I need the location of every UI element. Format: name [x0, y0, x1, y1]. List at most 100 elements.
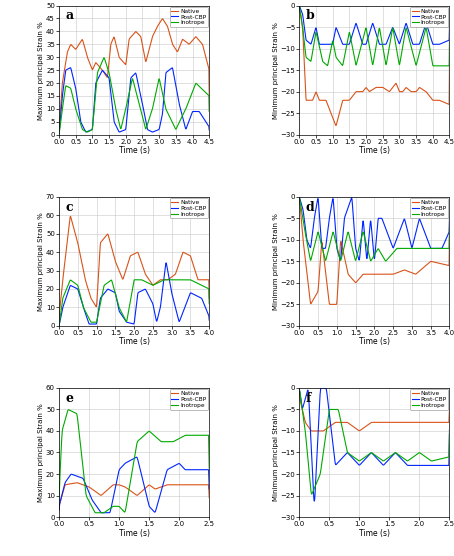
Line: Post-CBP: Post-CBP	[299, 388, 449, 501]
Native	[384, 271, 390, 277]
Inotrope	[313, 30, 318, 37]
Post-CBP	[306, 240, 311, 247]
Post-CBP	[163, 70, 169, 76]
Inotrope	[447, 426, 452, 433]
Native	[95, 62, 101, 68]
Post-CBP	[426, 240, 431, 247]
Inotrope	[306, 247, 311, 254]
Native	[169, 40, 175, 47]
Inotrope	[447, 38, 452, 45]
X-axis label: Time (s): Time (s)	[118, 146, 150, 155]
Post-CBP	[143, 287, 149, 294]
Native	[160, 16, 165, 22]
Inotrope	[309, 491, 315, 498]
Line: Native: Native	[59, 483, 209, 510]
Legend: Native, Post-CBP, Inotrope: Native, Post-CBP, Inotrope	[169, 198, 208, 219]
Post-CBP	[128, 457, 133, 464]
Text: f: f	[305, 392, 311, 405]
Inotrope	[73, 105, 78, 111]
Native	[447, 62, 452, 68]
Native	[420, 419, 425, 426]
Post-CBP	[146, 502, 152, 509]
Inotrope	[144, 279, 149, 285]
Post-CBP	[318, 385, 324, 391]
Native	[207, 92, 212, 99]
Post-CBP	[163, 260, 169, 266]
Text: d: d	[305, 201, 314, 214]
Inotrope	[152, 281, 158, 287]
Post-CBP	[170, 295, 176, 302]
Post-CBP	[426, 29, 432, 36]
Inotrope	[369, 449, 375, 456]
Native	[361, 87, 366, 94]
Post-CBP	[447, 23, 452, 29]
Post-CBP	[56, 322, 62, 329]
Native	[444, 419, 449, 426]
Inotrope	[56, 497, 62, 504]
Post-CBP	[296, 386, 302, 393]
Native	[296, 3, 302, 9]
Line: Native: Native	[299, 198, 449, 304]
Line: Post-CBP: Post-CBP	[59, 68, 209, 133]
Native	[426, 92, 432, 99]
Post-CBP	[336, 31, 341, 37]
Post-CBP	[138, 469, 143, 476]
Inotrope	[101, 54, 107, 61]
Post-CBP	[134, 454, 139, 460]
Post-CBP	[447, 214, 452, 221]
Y-axis label: Maximum principal Strain %: Maximum principal Strain %	[39, 21, 44, 120]
Line: Post-CBP: Post-CBP	[59, 457, 209, 513]
Native	[309, 428, 315, 434]
Inotrope	[426, 40, 432, 47]
Native	[180, 481, 185, 488]
Inotrope	[411, 245, 416, 252]
Inotrope	[430, 62, 436, 69]
Inotrope	[93, 509, 99, 516]
Native	[313, 89, 318, 96]
Line: Inotrope: Inotrope	[299, 389, 449, 494]
Native	[306, 284, 311, 290]
Line: Native: Native	[299, 6, 449, 126]
Legend: Native, Post-CBP, Inotrope: Native, Post-CBP, Inotrope	[410, 389, 448, 410]
Inotrope	[368, 450, 374, 456]
Inotrope	[336, 57, 341, 63]
Inotrope	[444, 454, 449, 461]
Inotrope	[378, 456, 384, 463]
Post-CBP	[404, 21, 409, 27]
Post-CBP	[121, 127, 126, 134]
Line: Native: Native	[59, 19, 209, 130]
Native	[170, 272, 176, 279]
Inotrope	[95, 68, 101, 75]
Native	[148, 278, 153, 285]
Inotrope	[138, 435, 143, 441]
Native	[426, 260, 431, 266]
Inotrope	[146, 428, 152, 435]
X-axis label: Time (s): Time (s)	[359, 337, 390, 346]
Native	[203, 481, 208, 488]
Post-CBP	[420, 462, 426, 469]
Post-CBP	[370, 450, 375, 456]
Inotrope	[296, 386, 302, 393]
Line: Inotrope: Inotrope	[59, 410, 209, 513]
Y-axis label: Maximum principal Strain %: Maximum principal Strain %	[39, 403, 44, 502]
Inotrope	[386, 454, 392, 460]
Post-CBP	[379, 460, 384, 466]
Native	[120, 58, 126, 65]
Post-CBP	[186, 294, 191, 301]
Y-axis label: Minimum principal Strain %: Minimum principal Strain %	[273, 404, 279, 501]
Inotrope	[361, 34, 366, 41]
Inotrope	[56, 131, 62, 137]
Inotrope	[392, 247, 398, 254]
Inotrope	[121, 116, 126, 122]
Inotrope	[388, 252, 393, 259]
Post-CBP	[152, 309, 158, 316]
Native	[378, 419, 384, 426]
Post-CBP	[317, 41, 322, 48]
Post-CBP	[361, 41, 366, 48]
Native	[447, 235, 452, 241]
Y-axis label: Minimum principal Strain %: Minimum principal Strain %	[273, 213, 279, 310]
Y-axis label: Minimum principal Strain %: Minimum principal Strain %	[273, 22, 279, 118]
Post-CBP	[95, 75, 101, 82]
Post-CBP	[386, 456, 392, 463]
Text: e: e	[65, 392, 73, 405]
